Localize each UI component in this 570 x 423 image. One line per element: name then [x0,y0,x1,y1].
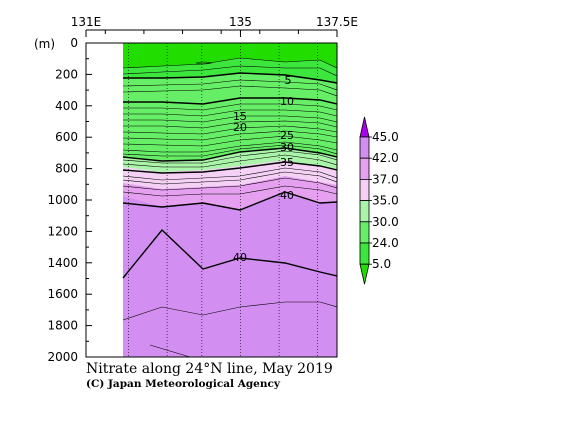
colorbar-label: 45.0 [372,130,399,144]
x-tick-label: 137.5E [316,15,358,29]
contour-label: 40 [233,251,247,264]
contour-label: 10 [280,95,294,108]
contour-thin-1 [122,65,337,77]
y-tick-label: 200 [55,67,78,81]
colorbar-top-arrow [359,116,370,138]
colorbar-label: 37.0 [372,172,399,186]
color-scale-bar: 45.0 42.0 37.0 35.0 30.0 24.0 5.0 [359,116,399,285]
section-fill [86,43,337,357]
x-tick-label: 131E [71,15,102,29]
colorbar-band [359,200,370,223]
station-markers [128,43,318,357]
contour-thin-11 [122,141,337,153]
contour-thin-5 [123,109,337,117]
contour-label: 5 [285,74,292,87]
contour-thin-2 [122,79,337,91]
y-tick-label: 0 [70,36,78,50]
y-tick-label: 1600 [47,287,78,301]
contour-thin-12 [122,144,337,157]
contour-lines [122,57,337,357]
y-tick-label: 1200 [47,224,78,238]
colorbar-label: 5.0 [372,257,391,271]
contour-thick-0 [123,72,337,84]
colorbar-label: 42.0 [372,151,399,165]
contour-thick-1 [123,97,337,105]
y-tick-label: 1400 [47,256,78,270]
contour-thin-18 [122,185,337,197]
contour-thin-13 [122,150,337,164]
contour-thin-7 [123,120,337,129]
colorbar-band [359,221,370,244]
contour-label: 25 [280,129,294,142]
contour-thick-3 [122,161,337,174]
contour-label: 15 [233,110,247,123]
contour-label: 20 [233,121,247,134]
contour-thin-17 [122,177,337,191]
contour-thin-3 [122,85,337,97]
contour-label: 40 [280,189,294,202]
contour-thin-9 [122,130,337,141]
contour-thin-6 [123,115,337,123]
contour-thin-4 [123,103,337,111]
contour-label: 35 [280,156,294,169]
colorbar-band [359,178,370,201]
contour-thin-14 [122,154,337,168]
y-tick-label: 800 [55,162,78,176]
y-tick-label: 400 [55,99,78,113]
x-axis: 131E 135 137.5E [71,15,358,37]
y-tick-label: 600 [55,130,78,144]
contour-thin-10 [122,135,337,147]
x-tick-label: 135 [229,15,252,29]
no-data-area [86,43,123,357]
y-axis-label: (m) [34,37,55,51]
credit-line: (C) Japan Meteorological Agency [86,378,281,390]
contour-thin-8 [122,125,337,135]
colorbar-bottom-arrow [359,263,370,285]
y-tick-label: 1800 [47,319,78,333]
chart-title: Nitrate along 24°N line, May 2019 [86,361,333,377]
contour-thin-19 [122,301,337,321]
colorbar-band [359,242,370,265]
y-tick-label: 2000 [47,350,78,364]
colorbar-band [359,136,370,159]
contour-thick-5 [122,228,337,279]
contour-thin-15 [122,167,337,181]
y-tick-label: 1000 [47,193,78,207]
contour-thin-16 [122,171,337,185]
colorbar-label: 35.0 [372,194,399,208]
contour-label: 30 [280,141,294,154]
colorbar-band [359,157,370,180]
contour-thin-0 [122,57,337,69]
y-axis: 0 200 400 600 800 1000 1200 1400 1600 1800 2000 [47,36,92,364]
colorbar-label: 30.0 [372,215,399,229]
colorbar-label: 24.0 [372,236,399,250]
contour-thin-20 [149,344,191,357]
contour-thin-21 [195,61,213,65]
contour-thick-4 [122,191,337,211]
contour-thick-2 [122,147,337,162]
